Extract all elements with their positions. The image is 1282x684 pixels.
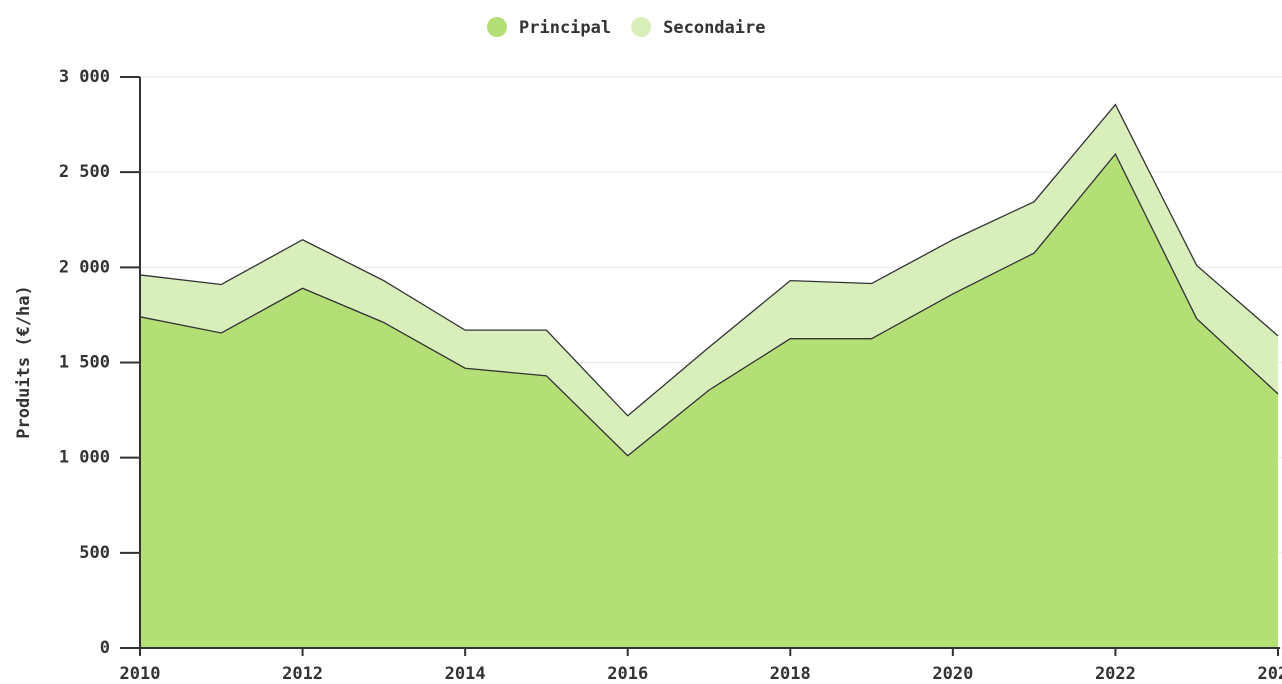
area-fill bbox=[140, 104, 1278, 456]
area-fill bbox=[140, 154, 1278, 648]
legend-label: Secondaire bbox=[663, 18, 765, 38]
area-line bbox=[139, 152, 1279, 457]
x-tick-label: 2014 bbox=[445, 664, 486, 684]
legend-label: Principal bbox=[519, 18, 611, 38]
y-tick-label: 3 000 bbox=[59, 67, 110, 87]
y-tick-label: 0 bbox=[100, 638, 110, 658]
legend-swatch bbox=[631, 17, 652, 37]
legend-swatch bbox=[487, 17, 507, 37]
y-tick-label: 2 000 bbox=[59, 257, 110, 277]
y-tick-label: 1 000 bbox=[59, 448, 110, 468]
x-tick-label: 2020 bbox=[932, 664, 973, 684]
x-tick-label: 2016 bbox=[607, 664, 648, 684]
legend: Principal Secondaire bbox=[487, 17, 765, 38]
area-line bbox=[139, 103, 1279, 417]
x-tick-label: 2024 bbox=[1258, 664, 1282, 684]
x-tick-label: 2018 bbox=[770, 664, 811, 684]
x-tick-label: 2010 bbox=[120, 664, 161, 684]
y-axis-label: Produits (€/ha) bbox=[14, 285, 34, 439]
y-tick-label: 500 bbox=[79, 543, 110, 563]
y-tick-label: 2 500 bbox=[59, 162, 110, 182]
x-tick-label: 2012 bbox=[282, 664, 323, 684]
y-tick-label: 1 500 bbox=[59, 353, 110, 373]
x-tick-label: 2022 bbox=[1095, 664, 1136, 684]
